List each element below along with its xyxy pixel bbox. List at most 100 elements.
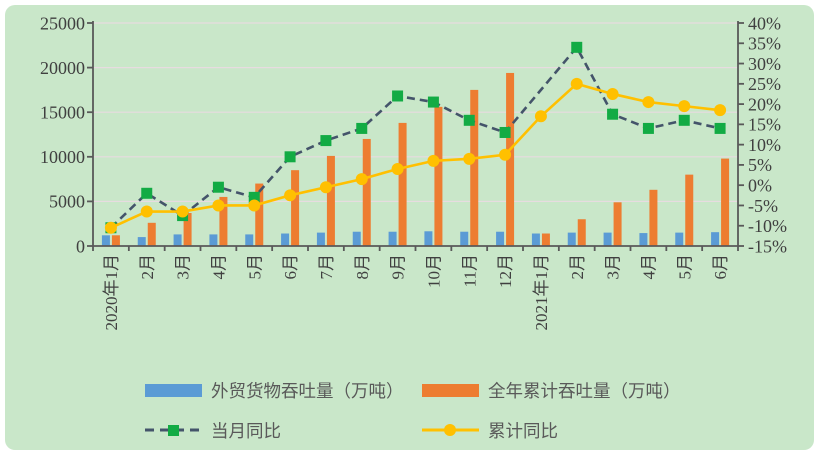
chart-background-panel	[5, 5, 814, 450]
square-marker	[141, 187, 153, 199]
svg-text:25000: 25000	[40, 13, 85, 33]
bar	[711, 232, 720, 246]
bar	[209, 234, 218, 246]
svg-text:5%: 5%	[748, 155, 772, 175]
circle-marker	[427, 154, 440, 167]
square-marker	[678, 114, 690, 126]
circle-marker	[212, 199, 225, 212]
line-series-1	[104, 77, 727, 234]
legend-label-cumulative-throughput: 全年累计吞吐量（万吨）	[488, 380, 681, 401]
svg-text:20000: 20000	[40, 58, 85, 78]
square-marker	[248, 191, 260, 203]
bar	[111, 235, 120, 246]
bar	[577, 219, 586, 246]
svg-text:8月: 8月	[353, 254, 372, 280]
bar	[183, 212, 192, 246]
bar-series-0	[101, 231, 720, 246]
svg-text:0%: 0%	[748, 175, 772, 195]
circle-marker	[140, 205, 153, 218]
square-marker	[320, 135, 332, 147]
svg-text:3月: 3月	[604, 254, 623, 280]
svg-text:10%: 10%	[748, 135, 781, 155]
bar	[613, 202, 622, 246]
svg-text:2020年1月: 2020年1月	[102, 254, 121, 331]
bar	[541, 233, 550, 246]
svg-text:5月: 5月	[245, 254, 264, 280]
circle-marker	[678, 100, 691, 113]
svg-text:-15%: -15%	[748, 236, 787, 256]
line-path	[110, 45, 721, 229]
svg-text:3月: 3月	[174, 254, 193, 280]
bar	[316, 232, 325, 246]
svg-text:35%: 35%	[748, 34, 781, 54]
svg-text:7月: 7月	[317, 254, 336, 280]
square-marker	[499, 126, 511, 138]
svg-text:5000: 5000	[49, 192, 85, 212]
svg-text:0: 0	[76, 236, 85, 256]
right-axis-labels: -15%-10%-5%0%5%10%15%20%25%30%35%40%	[748, 13, 787, 256]
square-marker	[284, 151, 296, 163]
bar-series-1	[111, 72, 730, 247]
square-marker	[571, 41, 583, 53]
legend-item-monthly-yoy: 当月同比	[145, 418, 422, 443]
bar	[362, 138, 371, 246]
bar	[649, 189, 658, 246]
bar	[281, 233, 290, 246]
svg-text:30%: 30%	[748, 54, 781, 74]
circle-marker	[176, 205, 189, 218]
bar	[496, 231, 505, 246]
svg-text:40%: 40%	[748, 13, 781, 33]
legend-item-monthly-throughput: 外贸货物吞吐量（万吨）	[145, 378, 422, 403]
square-marker	[642, 122, 654, 134]
circle-marker	[248, 199, 261, 212]
line-series-0	[105, 41, 726, 234]
circle-marker	[499, 148, 512, 161]
bar	[255, 183, 264, 246]
svg-text:-5%: -5%	[748, 196, 778, 216]
circle-marker	[319, 181, 332, 194]
svg-text:15000: 15000	[40, 103, 85, 123]
svg-text:2月: 2月	[138, 254, 157, 280]
gridlines	[93, 22, 738, 202]
left-axis-labels: 0 5000 10000 15000 20000 25000	[40, 13, 85, 256]
bar	[101, 235, 110, 246]
square-marker	[607, 108, 619, 120]
svg-text:2021年1月: 2021年1月	[532, 254, 551, 331]
svg-text:4月: 4月	[639, 254, 658, 280]
circle-marker	[606, 87, 619, 100]
bar	[219, 196, 228, 246]
dashed-line-square-marker-icon	[145, 425, 202, 436]
bar	[675, 232, 684, 246]
svg-text:4月: 4月	[209, 254, 228, 280]
svg-text:20%: 20%	[748, 94, 781, 114]
svg-text:11月: 11月	[460, 254, 479, 287]
line-path	[110, 82, 721, 229]
chart-legend: 外贸货物吞吐量（万吨） 全年累计吞吐量（万吨） 当月同比 累计同比	[145, 370, 699, 450]
svg-text:15%: 15%	[748, 115, 781, 135]
bar	[506, 72, 515, 247]
bar	[424, 231, 433, 246]
legend-label-monthly-yoy: 当月同比	[211, 420, 281, 441]
circle-marker	[570, 77, 583, 90]
legend-item-cumulative-yoy: 累计同比	[422, 418, 699, 443]
circle-marker	[714, 104, 727, 117]
svg-text:6月: 6月	[281, 254, 300, 280]
x-axis-labels: 2020年1月 2月 3月 4月 5月 6月 7月 8月 9月 10月 11月 12月 2021年1月 2…	[102, 254, 730, 331]
bar	[173, 234, 182, 246]
blue-bar-swatch-icon	[145, 383, 202, 397]
legend-label-monthly-throughput: 外贸货物吞吐量（万吨）	[211, 380, 404, 401]
circle-marker	[104, 221, 117, 234]
legend-label-cumulative-yoy: 累计同比	[488, 420, 558, 441]
square-marker	[463, 114, 475, 126]
square-marker	[392, 90, 404, 102]
orange-bar-swatch-icon	[422, 383, 479, 397]
solid-line-circle-marker-icon	[422, 424, 479, 436]
bar	[434, 106, 443, 247]
circle-marker	[284, 189, 297, 202]
svg-text:10000: 10000	[40, 147, 85, 167]
legend-row-bars: 外贸货物吞吐量（万吨） 全年累计吞吐量（万吨）	[145, 370, 699, 410]
bar	[531, 233, 540, 246]
svg-text:6月: 6月	[711, 254, 730, 280]
bar	[388, 231, 397, 246]
bar	[721, 158, 730, 246]
